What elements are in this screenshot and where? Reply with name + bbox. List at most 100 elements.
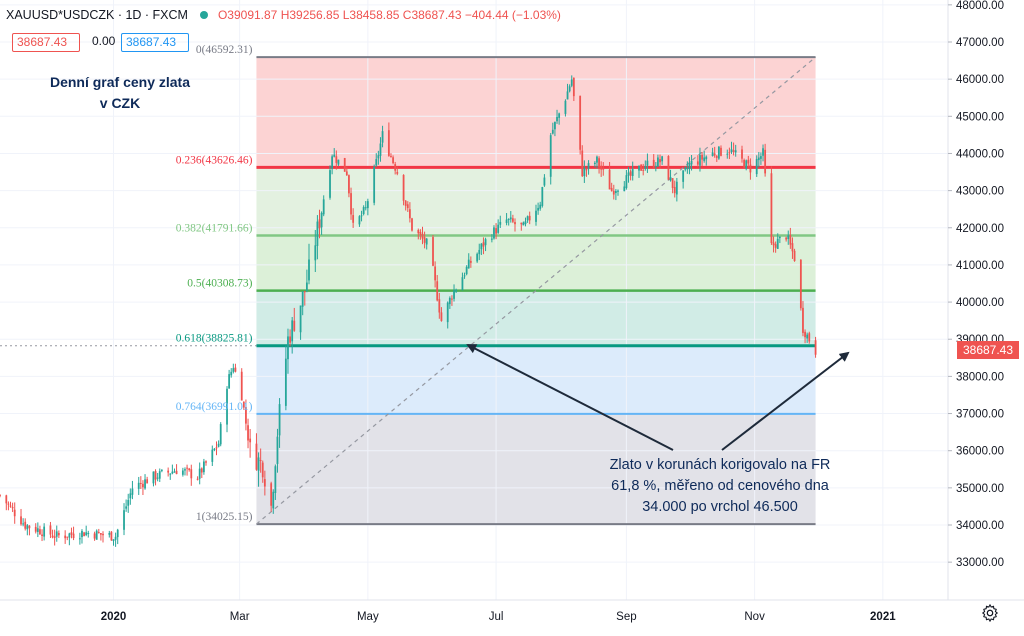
candle-body — [137, 482, 140, 489]
candle-body — [301, 291, 304, 307]
candle-body — [717, 146, 720, 159]
candle-body — [675, 181, 678, 195]
candle-body — [93, 533, 96, 539]
candle-body — [202, 461, 205, 473]
candle-body — [22, 523, 25, 525]
candle-body — [11, 507, 14, 509]
candle-body — [793, 250, 796, 261]
candle-body — [770, 173, 773, 244]
candle-body — [802, 307, 804, 333]
gear-icon[interactable] — [981, 604, 999, 622]
candle-body — [593, 162, 596, 165]
candle-body — [804, 331, 806, 338]
buy-price-button[interactable]: 38687.43 — [121, 33, 189, 52]
y-tick-label: 36000.00 — [956, 446, 1004, 458]
candle-body — [734, 150, 737, 153]
candle-body — [682, 170, 685, 182]
candle-body — [112, 539, 115, 542]
chart-header: XAUUSD*USDCZK · 1D · FXCM O39091.87 H392… — [6, 6, 561, 24]
candle-body — [484, 239, 487, 246]
candle-body — [661, 156, 664, 162]
candle-body — [362, 207, 365, 215]
x-tick-label: 2020 — [101, 611, 127, 623]
x-tick-label: 2021 — [870, 611, 896, 623]
candle-body — [541, 187, 544, 206]
candle-body — [579, 95, 582, 150]
candle-body — [696, 161, 699, 165]
candle-body — [463, 275, 466, 277]
candle-body — [156, 477, 159, 479]
candle-body — [28, 525, 31, 529]
arrow-to-june-low — [466, 344, 674, 451]
candle-body — [572, 77, 575, 97]
candle-body — [213, 448, 216, 451]
candle-body — [322, 199, 325, 215]
candle-body — [581, 150, 584, 177]
candle-body — [198, 468, 201, 479]
fib-labels: 0(46592.31) 0.236(43626.46) 0.382(41791.66… — [176, 44, 253, 523]
spread-value: 0.00 — [92, 34, 116, 48]
candle-body — [730, 149, 733, 152]
sell-price-button[interactable]: 38687.43 — [12, 33, 80, 52]
candle-body — [511, 218, 514, 222]
candle-body — [585, 169, 588, 171]
candle-body — [757, 157, 760, 161]
candle-body — [799, 259, 802, 309]
candle-body — [806, 334, 809, 339]
candle-body — [612, 190, 615, 195]
y-tick-label: 34000.00 — [956, 520, 1004, 532]
y-tick-label: 42000.00 — [956, 223, 1004, 235]
chart-annotation-title: Denní graf ceny zlata v CZK — [30, 72, 210, 114]
candle-body — [181, 470, 184, 475]
chart-annotation-comment: Zlato v korunách korigovalo na FR 61,8 %… — [570, 455, 870, 518]
candle-body — [451, 298, 453, 300]
candle-body — [43, 526, 46, 537]
candle-body — [66, 536, 69, 538]
candle-body — [0, 495, 1, 497]
x-axis: 2020 Mar May Jul Sep Nov 2021 — [0, 599, 1024, 623]
candle-body — [522, 222, 525, 226]
candle-body — [78, 538, 81, 540]
candle-body — [476, 253, 479, 262]
candle-body — [703, 157, 706, 161]
candle-body — [726, 153, 729, 155]
candle-body — [789, 235, 792, 245]
candle-body — [261, 462, 264, 478]
candle-body — [596, 156, 598, 163]
candle-body — [335, 156, 338, 163]
candle-body — [85, 532, 88, 536]
candle-body — [657, 157, 659, 167]
candle-body — [36, 528, 39, 532]
candle-body — [417, 230, 420, 234]
candle-body — [131, 488, 134, 495]
candle-body — [127, 499, 130, 506]
candle-body — [114, 536, 117, 540]
candle-body — [39, 529, 41, 535]
candle-body — [745, 160, 748, 169]
candle-body — [343, 158, 346, 172]
candle-body — [461, 277, 464, 291]
candle-body — [366, 201, 369, 209]
candle-body — [53, 536, 56, 538]
candle-body — [142, 483, 144, 488]
candle-body — [598, 158, 600, 167]
candle-body — [659, 159, 661, 163]
candle-body — [535, 210, 537, 222]
candle-body — [455, 289, 458, 292]
candle-body — [638, 165, 640, 171]
candle-body — [711, 152, 714, 157]
candle-body — [438, 299, 441, 313]
candle-body — [381, 131, 384, 143]
candle-body — [652, 159, 655, 168]
symbol-title[interactable]: XAUUSD*USDCZK · 1D · FXCM — [6, 8, 188, 22]
fib-zone-5 — [256, 413, 816, 525]
candle-body — [432, 237, 434, 266]
candle-body — [289, 336, 291, 343]
candle-body — [284, 358, 287, 406]
candle-body — [200, 468, 203, 473]
candle-body — [139, 482, 142, 484]
candle-body — [348, 175, 350, 194]
candle-body — [587, 163, 590, 169]
candle-body — [249, 438, 252, 443]
comment-line3: 34.000 po vrchol 46.500 — [642, 499, 798, 515]
